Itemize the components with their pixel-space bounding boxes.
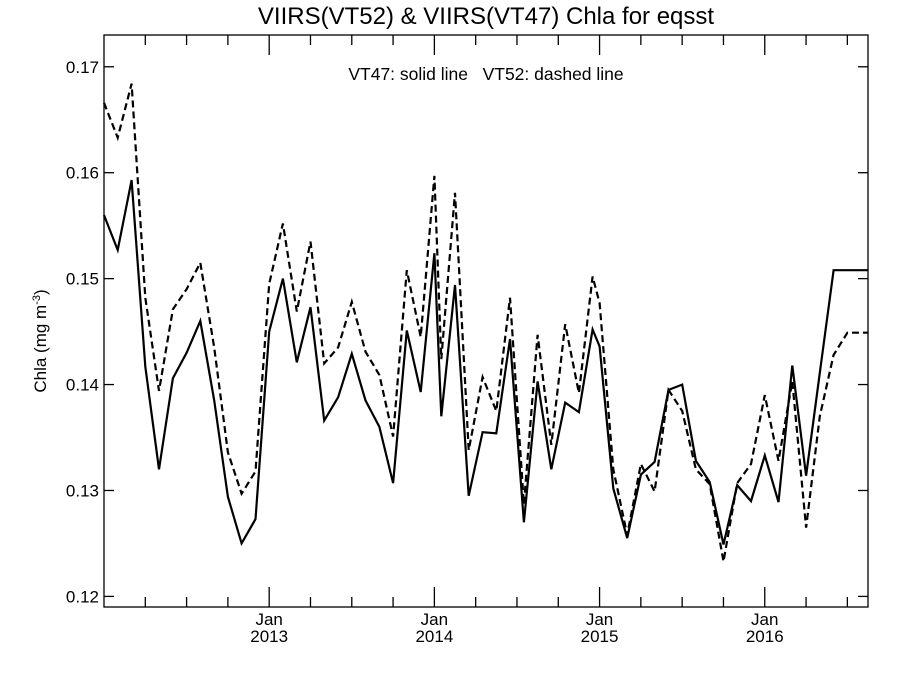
x-tick-month-label: Jan [586,610,613,629]
x-tick-month-label: Jan [751,610,778,629]
x-tick-year-label: 2015 [581,627,619,646]
series-layer [102,83,868,562]
y-axis-label-superscript: -3 [31,295,43,305]
y-tick-label: 0.13 [66,481,99,500]
plot-frame [103,34,869,608]
y-tick-label: 0.12 [66,587,99,606]
y-axis-label-main: Chla (mg m [31,305,50,393]
series-line-dashed [102,83,868,562]
series-line-solid [102,179,868,547]
x-tick-year-label: 2013 [250,627,288,646]
chart-title: VIIRS(VT52) & VIIRS(VT47) Chla for eqsst [258,3,714,30]
axes-layer: 0.120.130.140.150.160.17Jan2013Jan2014Ja… [66,35,868,646]
x-tick-month-label: Jan [255,610,282,629]
x-tick-month-label: Jan [421,610,448,629]
y-tick-label: 0.15 [66,270,99,289]
y-tick-label: 0.14 [66,376,99,395]
y-tick-label: 0.17 [66,58,99,77]
x-tick-year-label: 2014 [415,627,453,646]
chart-annotation: VT47: solid line VT52: dashed line [348,64,623,84]
y-axis-label-close: ) [31,289,50,295]
plot-area [103,34,869,608]
x-tick-year-label: 2016 [746,627,784,646]
y-tick-label: 0.16 [66,164,99,183]
y-axis-label: Chla (mg m-3) [31,289,50,392]
